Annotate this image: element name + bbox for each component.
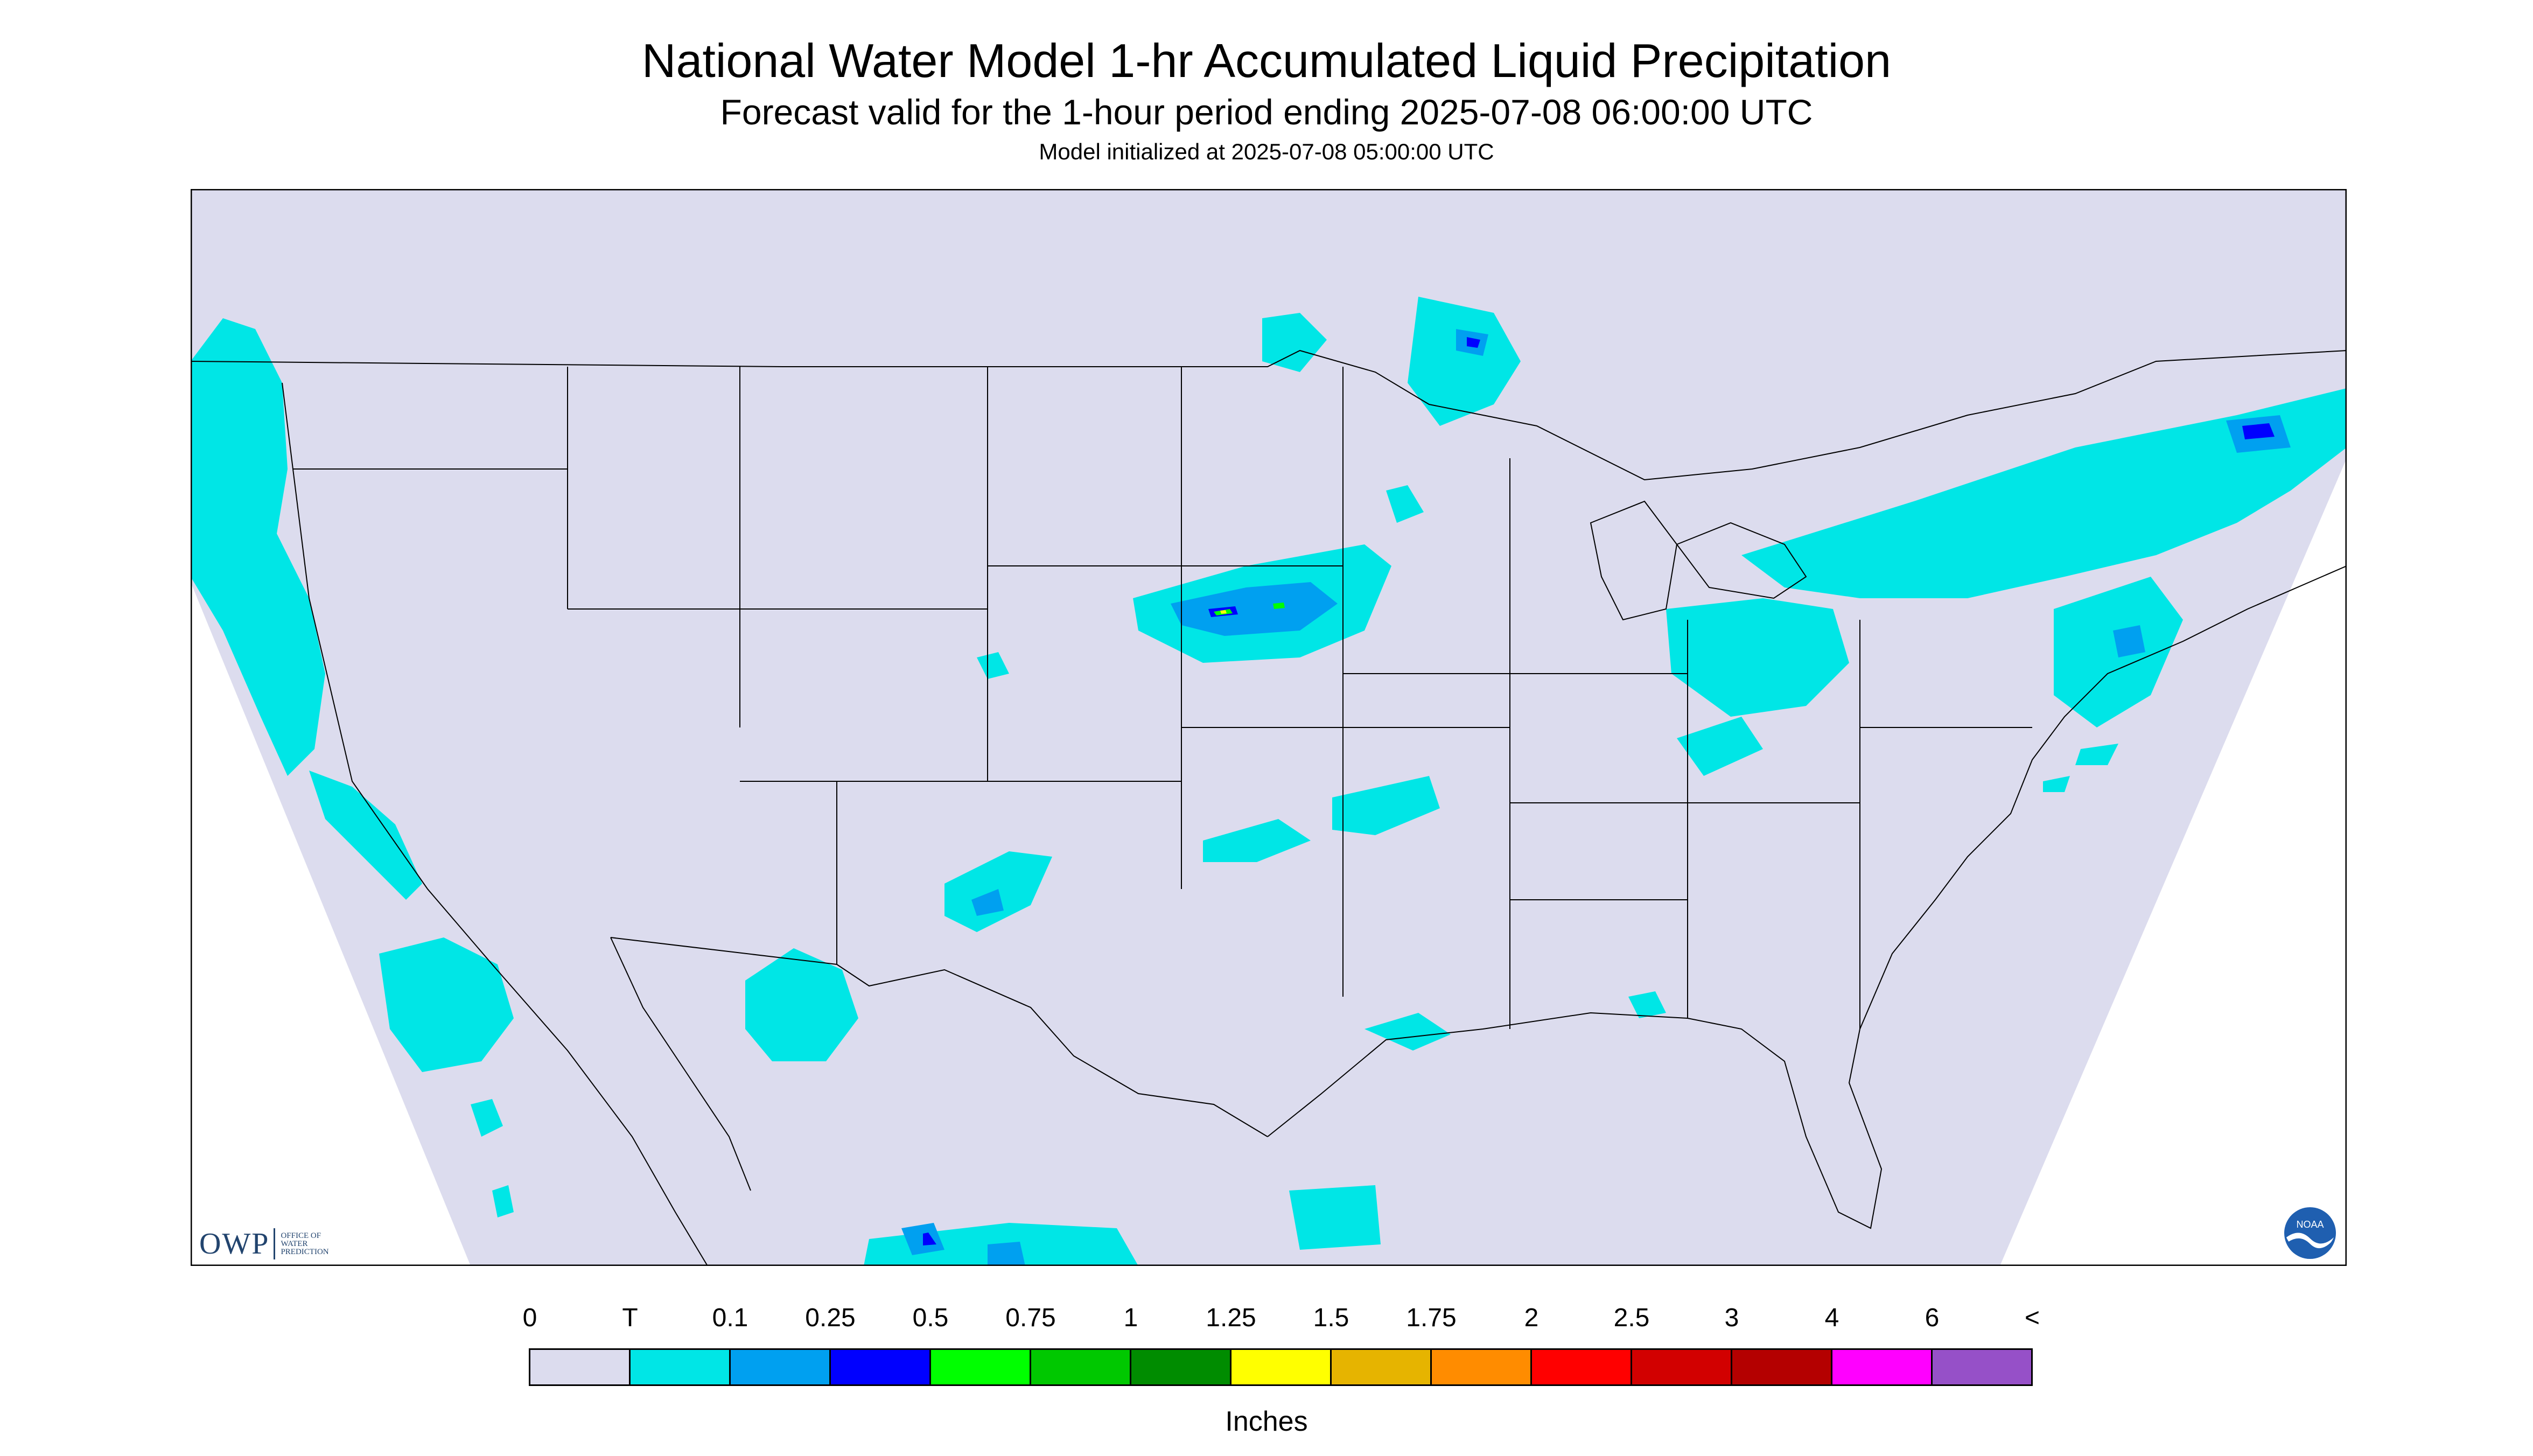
legend-label-4: 0.5 <box>912 1304 949 1332</box>
legend-swatch-8 <box>1332 1350 1432 1384</box>
legend-swatch-7 <box>1231 1350 1332 1384</box>
svg-text:NOAA: NOAA <box>2296 1219 2324 1230</box>
legend-swatch-5 <box>1031 1350 1131 1384</box>
precip-region-arkansas-tennessee <box>1332 776 1440 835</box>
map-frame <box>191 189 2347 1266</box>
legend-label-6: 1 <box>1123 1304 1138 1332</box>
legend-label-8: 1.5 <box>1313 1304 1349 1332</box>
legend-label-2: 0.1 <box>712 1304 748 1332</box>
state-lines <box>293 367 2032 1029</box>
precip-layer-peak <box>1220 610 1227 614</box>
forecast-valid-subtitle: Forecast valid for the 1-hour period end… <box>720 92 1813 132</box>
owp-mark: OWP <box>199 1227 270 1261</box>
legend-swatch-10 <box>1532 1350 1632 1384</box>
owp-separator <box>274 1228 276 1259</box>
precipitation-map <box>191 189 2347 1266</box>
model-init-line: Model initialized at 2025-07-08 05:00:00… <box>1039 139 1494 164</box>
legend-units: Inches <box>1225 1406 1308 1437</box>
legend-label-0: 0 <box>522 1304 537 1332</box>
atlantic-coast-line <box>1859 565 2347 1030</box>
legend-swatch-9 <box>1432 1350 1532 1384</box>
canada-us-border <box>191 349 2347 481</box>
precip-region-great-lakes-new-england <box>1741 388 2347 598</box>
legend-label-9: 1.75 <box>1406 1304 1457 1332</box>
legend-label-10: 2 <box>1524 1304 1539 1332</box>
legend-labels: 0 T 0.1 0.25 0.5 0.75 1 1.25 1.5 1.75 2 2.5 3 4 6 < <box>523 1303 2040 1335</box>
legend-label-11: 2.5 <box>1613 1304 1650 1332</box>
legend-label-15: < <box>2024 1304 2040 1332</box>
legend-swatch-11 <box>1632 1350 1732 1384</box>
legend-swatch-6 <box>1131 1350 1231 1384</box>
gulf-coast-line <box>1267 1012 1883 1229</box>
legend-swatch-2 <box>731 1350 831 1384</box>
precip-region-arizona-sonora <box>745 948 858 1061</box>
boundary-lines <box>191 349 2347 1266</box>
map-canvas <box>191 189 2347 1266</box>
legend-label-14: 6 <box>1925 1304 1940 1332</box>
precip-region-baja-offshore <box>379 937 514 1072</box>
baja-peninsula <box>610 937 751 1191</box>
legend-swatch-14 <box>1933 1350 2031 1384</box>
precip-region-ohio-valley <box>1677 717 1763 776</box>
legend-swatch-3 <box>831 1350 931 1384</box>
legend-label-1: T <box>622 1304 638 1332</box>
west-coast-line <box>282 382 708 1266</box>
legend-label-5: 0.75 <box>1005 1304 1056 1332</box>
legend-label-13: 4 <box>1824 1304 1839 1332</box>
owp-logo: OWP OFFICE OF WATER PREDICTION <box>199 1225 345 1263</box>
legend-swatch-1 <box>631 1350 731 1384</box>
legend-label-12: 3 <box>1724 1304 1739 1332</box>
legend-swatch-4 <box>931 1350 1031 1384</box>
legend-swatch-13 <box>1832 1350 1933 1384</box>
legend-colorbar <box>529 1348 2033 1386</box>
precip-region-lake-superior <box>1262 313 1327 372</box>
map-title: National Water Model 1-hr Accumulated Li… <box>641 34 1892 87</box>
precip-region-gulf-coast <box>1365 1013 1451 1051</box>
us-mexico-border <box>610 937 1268 1137</box>
owp-name: OFFICE OF WATER PREDICTION <box>281 1231 329 1256</box>
noaa-logo-icon: NOAA <box>2283 1206 2337 1260</box>
legend-swatch-0 <box>530 1350 631 1384</box>
legend-label-3: 0.25 <box>805 1304 856 1332</box>
precip-region-pacific-northwest <box>191 318 325 776</box>
legend-swatch-12 <box>1732 1350 1832 1384</box>
legend-label-7: 1.25 <box>1206 1304 1256 1332</box>
precip-layer-0-1 <box>901 329 2291 1266</box>
great-lakes-outline <box>1590 500 1678 621</box>
precip-region-california-coast <box>309 771 422 900</box>
